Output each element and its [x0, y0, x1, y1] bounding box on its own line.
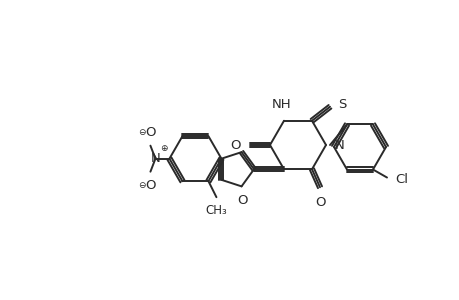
Text: O: O — [145, 126, 155, 139]
Text: ⊕: ⊕ — [160, 144, 168, 153]
Text: NH: NH — [272, 98, 291, 111]
Text: Cl: Cl — [394, 173, 407, 186]
Text: O: O — [230, 139, 241, 152]
Text: O: O — [237, 194, 247, 207]
Text: O: O — [315, 196, 325, 209]
Text: ⊖: ⊖ — [138, 181, 145, 190]
Text: CH₃: CH₃ — [205, 204, 227, 217]
Text: N: N — [150, 152, 160, 165]
Text: N: N — [334, 139, 344, 152]
Text: S: S — [337, 98, 346, 111]
Text: ⊖: ⊖ — [138, 128, 145, 137]
Text: O: O — [145, 179, 155, 192]
